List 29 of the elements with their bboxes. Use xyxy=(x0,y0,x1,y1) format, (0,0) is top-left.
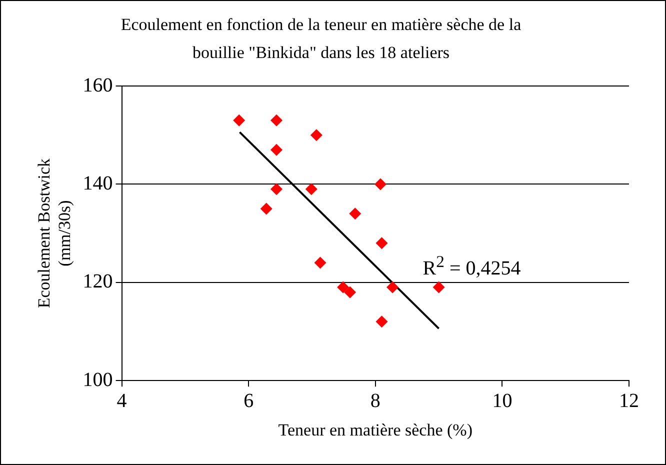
point xyxy=(314,256,326,269)
y-tick-label: 100 xyxy=(82,368,113,391)
point xyxy=(270,114,282,126)
point xyxy=(233,114,246,126)
point xyxy=(376,316,388,328)
point xyxy=(260,202,272,215)
y-tick-label: 120 xyxy=(82,270,113,293)
point xyxy=(376,237,388,250)
x-tick-label: 6 xyxy=(244,390,254,412)
point xyxy=(270,183,282,196)
y-tick-label: 160 xyxy=(82,74,113,96)
annotation: R$^{2}$ = 0,4254 xyxy=(422,250,521,280)
x-tick-label: 10 xyxy=(492,390,512,412)
x-axis-title: Teneur en matière sèche (%) xyxy=(278,420,472,440)
y-tick-label: 140 xyxy=(82,172,113,194)
x-tick-label: 8 xyxy=(370,390,380,412)
point xyxy=(349,208,362,220)
x-tick-label: 4 xyxy=(116,390,127,412)
point xyxy=(305,183,318,196)
point xyxy=(270,144,282,156)
point xyxy=(337,281,350,294)
point xyxy=(310,129,322,142)
y-axis-title: Ecoulement Bostwick (mm/30s) xyxy=(34,158,74,308)
point xyxy=(432,281,445,294)
chart-title: Ecoulement en fonction de la teneur en matière sèche de la bouillie "Binkida" dans les 18 ateliers xyxy=(120,14,522,64)
point xyxy=(386,281,399,294)
point xyxy=(344,286,356,298)
x-tick-label: 12 xyxy=(619,390,639,412)
point xyxy=(374,178,386,190)
